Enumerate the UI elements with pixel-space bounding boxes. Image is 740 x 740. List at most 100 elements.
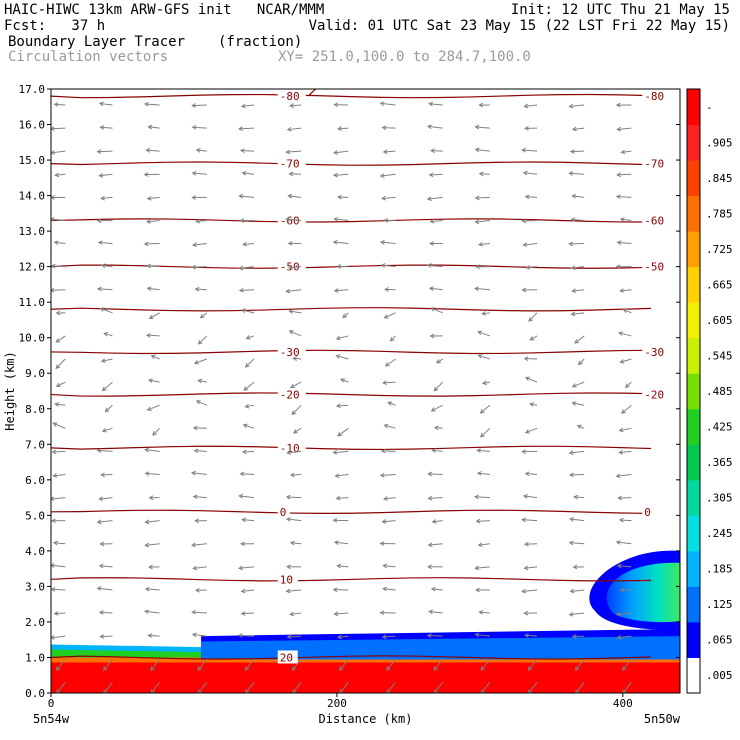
wind-vector-head: [98, 101, 104, 107]
wind-vector-head: [571, 634, 577, 639]
wind-vector-head: [474, 565, 480, 571]
wind-vector: [428, 543, 443, 546]
wind-vector-head: [568, 171, 574, 176]
wind-vector: [570, 518, 585, 522]
wind-vector-head: [54, 172, 60, 178]
wind-vector: [528, 312, 538, 322]
temperature-contours: -80 -80-70 -70-60 -60-50 -50-30 -30-20 -20-100…: [51, 89, 671, 664]
colorbar: .005 .065 .125 .185 .245 .305 .365 .425 .485 .545…: [686, 88, 733, 694]
wind-vector: [339, 658, 349, 671]
contour-label: -70: [280, 158, 300, 171]
wind-vector-head: [240, 611, 246, 616]
wind-vector-head: [527, 666, 533, 672]
wind-vector-head: [332, 239, 338, 245]
wind-vector-head: [56, 689, 61, 693]
wind-vector: [51, 289, 66, 291]
wind-vector: [476, 520, 490, 522]
y-tick-label: 9.0: [25, 367, 45, 380]
colorbar-label: .665: [706, 278, 733, 291]
wind-vector-head: [285, 494, 291, 500]
wind-vector-head: [522, 170, 528, 176]
field-name: Boundary Layer Tracer: [8, 34, 186, 50]
wind-vector: [522, 589, 538, 593]
wind-vector-head: [480, 689, 486, 693]
contour-line: [51, 509, 652, 514]
wind-vector: [97, 150, 113, 153]
wind-vector: [148, 126, 160, 129]
wind-vector: [431, 150, 443, 152]
wind-vector-head: [433, 386, 439, 392]
wind-vector: [54, 103, 66, 106]
wind-vector: [191, 472, 207, 475]
wind-vector: [383, 381, 396, 384]
colorbar-label: .245: [706, 527, 733, 540]
wind-vector-head: [238, 193, 244, 199]
wind-vector-head: [287, 193, 293, 199]
wind-vector: [242, 450, 255, 453]
wind-vector: [244, 658, 255, 671]
wind-vector: [578, 358, 585, 365]
contour-label-bg: [277, 89, 306, 103]
wind-vector-head: [474, 587, 480, 593]
y-tick-label: 10.0: [19, 332, 46, 345]
wind-vector-head: [239, 148, 245, 154]
wind-vector: [286, 496, 302, 499]
colorbar-swatch: [687, 89, 700, 126]
colorbar-swatch: [687, 160, 700, 197]
wind-vector: [148, 634, 160, 637]
wind-vector: [475, 219, 490, 223]
wind-vector-head: [286, 634, 292, 640]
wind-vector-head: [148, 495, 154, 501]
wind-vector: [191, 543, 207, 546]
wind-vector-head: [617, 495, 623, 501]
wind-vector: [289, 310, 302, 314]
wind-vector: [475, 196, 490, 199]
wind-vector: [336, 335, 349, 340]
wind-vector-head: [237, 633, 243, 638]
contour-label: -20: [644, 389, 664, 402]
wind-vector-head: [335, 495, 341, 501]
y-tick-label: 5.0: [25, 509, 45, 522]
wind-vector-head: [197, 378, 203, 384]
wind-vector: [619, 519, 632, 522]
wind-vector-head: [527, 689, 533, 693]
wind-vector: [333, 173, 349, 176]
wind-vector: [527, 682, 538, 693]
wind-vector-head: [379, 240, 385, 245]
wind-vector-head: [387, 401, 393, 406]
wind-vector: [382, 635, 396, 638]
wind-vector: [569, 450, 585, 454]
contour-line: [51, 161, 652, 166]
wind-vector-head: [478, 610, 484, 615]
wind-vector: [240, 473, 255, 475]
wind-vector-head: [433, 425, 439, 431]
wind-vector: [572, 289, 585, 292]
wind-vector-head: [244, 689, 250, 693]
wind-vector: [101, 196, 113, 200]
wind-vector-head: [242, 423, 248, 429]
wind-vector-head: [479, 432, 485, 438]
wind-vector: [99, 173, 113, 177]
wind-vector-head: [193, 448, 199, 454]
wind-vector: [428, 497, 443, 499]
wind-vector: [239, 289, 255, 291]
wind-vector: [197, 658, 208, 671]
wind-vector-head: [53, 102, 59, 107]
wind-vector-head: [616, 240, 622, 245]
contour-label-bg: [642, 344, 671, 358]
wind-vector-head: [333, 216, 339, 222]
y-tick-label: 6.0: [25, 474, 45, 487]
wind-vector-head: [426, 633, 432, 638]
wind-vector: [335, 473, 349, 477]
y-tick-label: 12.0: [19, 261, 46, 274]
contour-label: -80: [644, 90, 664, 103]
wind-vector-head: [342, 313, 348, 319]
contour-label-bg: [642, 156, 671, 170]
wind-vector-head: [570, 311, 576, 317]
wind-vector: [241, 104, 255, 107]
wind-vector: [530, 403, 538, 406]
wind-vector-head: [382, 380, 387, 386]
wind-vector: [618, 332, 632, 337]
wind-vector-head: [523, 356, 529, 361]
wind-vector-head: [428, 101, 433, 107]
